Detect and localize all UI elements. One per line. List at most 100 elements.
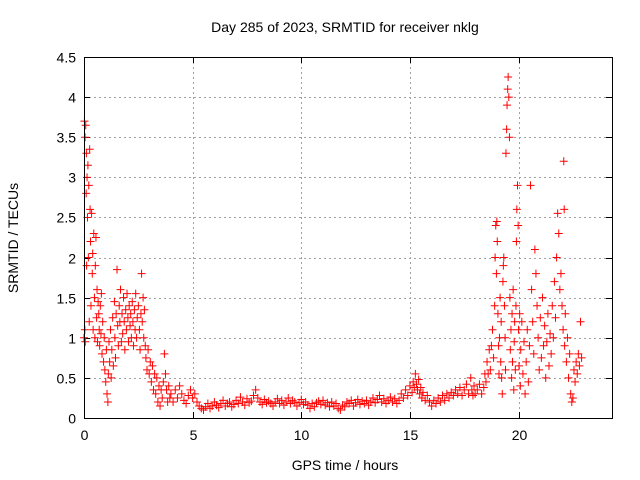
data-point (273, 394, 282, 403)
data-point (249, 391, 258, 400)
data-point (150, 369, 159, 378)
data-point (462, 380, 471, 389)
data-point (84, 253, 93, 262)
y-tick-label: 4 (68, 90, 76, 106)
y-tick-label: 1.5 (57, 291, 77, 307)
data-point (128, 297, 137, 306)
data-point (434, 393, 443, 402)
data-point (258, 400, 267, 409)
data-point (529, 349, 538, 358)
data-point (347, 396, 356, 405)
data-point (83, 161, 92, 170)
data-point (113, 321, 122, 330)
data-point (93, 285, 102, 294)
data-point (530, 245, 539, 254)
data-point (120, 345, 129, 354)
data-points (80, 73, 586, 414)
data-point (366, 397, 375, 406)
data-point (492, 269, 501, 278)
data-point (484, 369, 493, 378)
data-point (165, 393, 174, 402)
data-point (107, 373, 116, 382)
data-point (114, 341, 123, 350)
data-point (125, 301, 134, 310)
data-point (139, 333, 148, 342)
data-point (569, 365, 578, 374)
x-tick-label: 0 (81, 427, 89, 443)
data-point (161, 369, 170, 378)
data-point (219, 396, 228, 405)
data-point (132, 333, 141, 342)
data-point (110, 333, 119, 342)
data-point (481, 377, 490, 386)
data-point (489, 353, 498, 362)
data-point (116, 285, 125, 294)
data-point (362, 396, 371, 405)
data-point (98, 349, 107, 358)
data-point (137, 269, 146, 278)
data-point (120, 317, 129, 326)
data-point (468, 391, 477, 400)
data-point (568, 393, 577, 402)
data-point (386, 393, 395, 402)
data-point (82, 261, 91, 270)
data-point (103, 397, 112, 406)
data-point (493, 309, 502, 318)
data-point (158, 393, 167, 402)
data-point (436, 397, 445, 406)
data-point (214, 403, 223, 412)
data-point (282, 397, 291, 406)
data-point (169, 397, 178, 406)
data-point (505, 293, 514, 302)
data-point (121, 305, 130, 314)
data-point (561, 309, 570, 318)
y-tick-label: 2 (68, 251, 76, 267)
data-point (442, 389, 451, 398)
data-point (92, 313, 101, 322)
data-point (534, 333, 543, 342)
data-point (225, 397, 234, 406)
data-point (251, 385, 260, 394)
data-point (100, 333, 109, 342)
data-point (432, 399, 440, 408)
data-point (134, 301, 143, 310)
data-point (98, 317, 107, 326)
data-point (379, 394, 388, 403)
data-point (160, 349, 169, 358)
data-point (503, 101, 512, 110)
data-point (332, 399, 341, 408)
data-point (508, 357, 517, 366)
data-point (487, 341, 496, 350)
data-point (397, 389, 406, 398)
data-point (415, 389, 424, 398)
data-point (373, 395, 382, 404)
data-point (549, 333, 558, 342)
data-point (101, 377, 110, 386)
data-point (156, 401, 165, 410)
data-point (449, 391, 458, 400)
data-point (105, 357, 114, 366)
chart-title: Day 285 of 2023, SRMTID for receiver nkl… (211, 19, 479, 35)
data-point (91, 233, 100, 242)
data-point (323, 398, 332, 407)
axis-ticks: 0 0.5 1 1.5 2 2.5 3 3.5 4 4.5 0 5 10 15 20 (57, 50, 612, 443)
data-point (87, 209, 96, 218)
data-point (297, 395, 306, 404)
data-point (401, 385, 410, 394)
data-point (421, 396, 430, 405)
x-tick-label: 10 (294, 427, 310, 443)
data-point (133, 313, 142, 322)
data-point (564, 373, 573, 382)
data-point (96, 329, 105, 338)
data-point (208, 401, 217, 410)
data-point (460, 385, 469, 394)
data-point (90, 293, 99, 302)
data-point (123, 289, 132, 298)
data-point (240, 401, 249, 410)
data-point (188, 393, 197, 402)
data-point (523, 325, 532, 334)
data-point (537, 353, 546, 362)
data-point (136, 345, 145, 354)
data-point (118, 309, 127, 318)
data-point (368, 393, 377, 402)
